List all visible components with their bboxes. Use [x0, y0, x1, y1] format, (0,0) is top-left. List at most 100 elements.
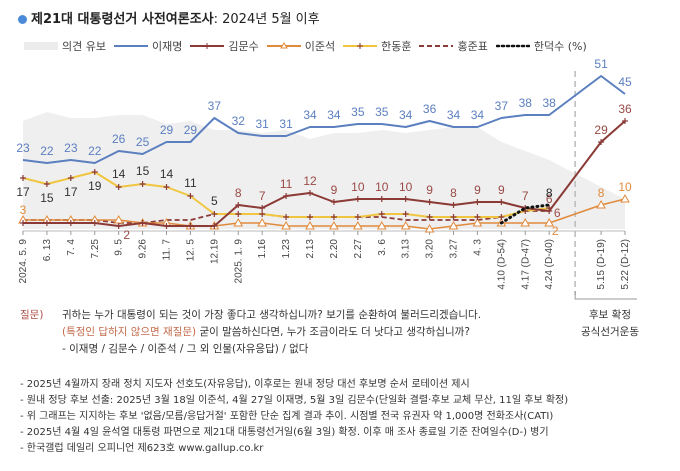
data-point-han_dh — [67, 175, 74, 181]
legend-label: 홍준표 — [457, 40, 488, 53]
x-tick-label: 3.13 — [401, 239, 412, 259]
data-point-lee_js — [400, 220, 411, 230]
survey-question: 질문) 귀하는 누가 대통령이 되는 것이 가장 좋다고 생각하십니까? 보기를 … — [20, 307, 481, 358]
data-label-lee_jm: 31 — [279, 117, 293, 131]
data-label-hong_jp: 2 — [123, 228, 130, 242]
data-point-han_dh — [259, 211, 266, 217]
data-point-han_dh — [115, 184, 122, 190]
data-point-lee_js — [305, 220, 315, 230]
data-point-kim_ms — [115, 223, 122, 229]
data-point-kim_ms — [598, 139, 605, 145]
data-point-han_dh — [235, 211, 242, 217]
question-line-2-note: (특정인 답하지 않으면 재질문) — [62, 326, 197, 338]
footnote: - 2025년 4월까지 장래 정치 지도자 선호도(자유응답), 이후로는 원… — [20, 379, 470, 390]
data-label-han_dh: 15 — [40, 191, 54, 205]
data-label-lee_js: 10 — [618, 180, 632, 194]
data-label-kim_ms: 10 — [351, 180, 365, 194]
data-point-lee_js — [329, 220, 339, 230]
footnotes: - 2025년 4월까지 장래 정치 지도자 선호도(자유응답), 이후로는 원… — [20, 377, 568, 457]
legend-swatch-hong-jp-icon — [419, 45, 454, 47]
data-label-lee_jm: 22 — [88, 144, 102, 158]
data-point-kim_ms — [402, 196, 409, 202]
data-point-kim_ms — [20, 220, 26, 226]
data-label-han_dh: 19 — [88, 179, 102, 193]
x-tick-label: 3.20 — [425, 239, 436, 259]
legend-swatch-han-dh-icon — [343, 43, 378, 49]
legend-label: 김문수 — [228, 40, 259, 53]
data-label-kim_ms: 8 — [235, 186, 242, 200]
data-label-kim_ms: 8 — [450, 186, 457, 200]
data-point-kim_ms — [354, 196, 361, 202]
legend-swatch-lee-jm-icon — [113, 45, 148, 47]
legend-label: 의견 유보 — [62, 40, 106, 53]
data-point-kim_ms — [307, 190, 313, 196]
data-label-han_dh: 5 — [211, 194, 218, 208]
data-point-han_dh — [163, 184, 170, 190]
data-label-kim_ms: 9 — [331, 183, 338, 197]
data-label-lee_jm: 26 — [112, 132, 126, 146]
x-tick-label: 2025. 1. 9 — [233, 239, 244, 284]
x-tick-label: 3. 6 — [377, 239, 388, 256]
legend-item-han-ds: 한덕수 (%) — [495, 38, 587, 54]
side-note-line-1: 후보 확정 — [589, 309, 631, 321]
data-point-kim_ms — [259, 205, 266, 211]
data-point-han_dh — [498, 214, 505, 220]
data-label-han_dh: 15 — [136, 164, 150, 178]
x-tick-label: 5.15 (D-19) — [596, 239, 607, 290]
data-label-lee_jm: 37 — [495, 99, 509, 113]
data-point-han_dh — [43, 181, 50, 187]
data-point-kim_ms — [43, 220, 50, 226]
x-tick-label: 1.23 — [281, 239, 292, 259]
legend-label: 한동훈 — [381, 40, 412, 53]
series-line-han_ds — [499, 203, 551, 225]
series-line-lee_jm — [22, 75, 626, 164]
data-label-lee_jm: 32 — [232, 114, 246, 128]
chart-legend: 의견 유보 이재명 김문수 이준석 한동훈 홍준표 한덕수 (%) — [24, 38, 595, 54]
data-point-han_dh — [20, 175, 26, 181]
x-tick-label: 12. 5 — [185, 239, 196, 262]
legend-swatch-undecided-icon — [24, 42, 58, 50]
data-point-kim_ms — [450, 202, 457, 208]
question-options: - 이재명 / 김문수 / 이준석 / 그 외 인물(자유응답) / 없다 — [62, 343, 309, 355]
data-label-lee_js: 8 — [598, 186, 605, 200]
title-bold: 제21대 대통령선거 사전여론조사 — [31, 12, 214, 27]
footnote: - 원내 정당 후보 선출: 2025년 3월 18일 이준석, 4월 27일 … — [20, 395, 569, 406]
legend-item-hong-jp: 홍준표 — [419, 38, 488, 54]
footnote: - 2025년 4월 4일 윤석열 대통령 파면으로 제21대 대통령선거일(6… — [20, 427, 549, 438]
legend-label: 이재명 — [151, 40, 183, 53]
data-label-lee_js: 2 — [552, 224, 559, 238]
data-point-lee_js — [472, 217, 483, 227]
data-label-kim_ms: 29 — [594, 123, 608, 137]
data-point-han_dh — [330, 214, 337, 220]
data-point-kim_ms — [283, 193, 290, 199]
data-point-kim_ms — [139, 220, 146, 226]
data-point-lee_js — [233, 217, 244, 227]
data-point-lee_js — [448, 220, 459, 230]
legend-item-kim-ms: 김문수 — [190, 38, 259, 54]
data-point-han_dh — [307, 214, 313, 220]
data-point-lee_js — [424, 223, 435, 233]
data-label-lee_jm: 51 — [594, 57, 608, 71]
data-point-kim_ms — [211, 223, 218, 229]
data-label-lee_jm: 22 — [40, 144, 54, 158]
x-tick-label: 4. 3 — [472, 239, 483, 256]
data-label-kim_ms: 9 — [426, 183, 433, 197]
data-point-lee_js — [620, 193, 630, 203]
data-point-han_dh — [474, 214, 481, 220]
data-label-han_dh: 17 — [16, 185, 30, 199]
legend-label: 한덕수 (%) — [533, 40, 587, 53]
title-bullet-icon — [18, 15, 27, 24]
x-tick-label: 9.26 — [138, 239, 149, 259]
data-point-kim_ms — [378, 196, 385, 202]
data-label-kim_ms: 7 — [259, 189, 266, 203]
data-label-annotation: 6 — [554, 206, 561, 220]
data-label-lee_jm: 38 — [542, 96, 556, 110]
data-point-kim_ms — [91, 220, 98, 226]
data-label-lee_jm: 37 — [208, 99, 222, 113]
data-point-lee_js — [257, 217, 268, 227]
x-tick-label: 4.17 (D-47) — [520, 239, 531, 290]
data-point-lee_js — [596, 199, 606, 209]
data-point-kim_ms — [546, 208, 553, 214]
x-tick-label: 1.16 — [257, 239, 268, 259]
data-point-lee_js — [544, 217, 555, 227]
